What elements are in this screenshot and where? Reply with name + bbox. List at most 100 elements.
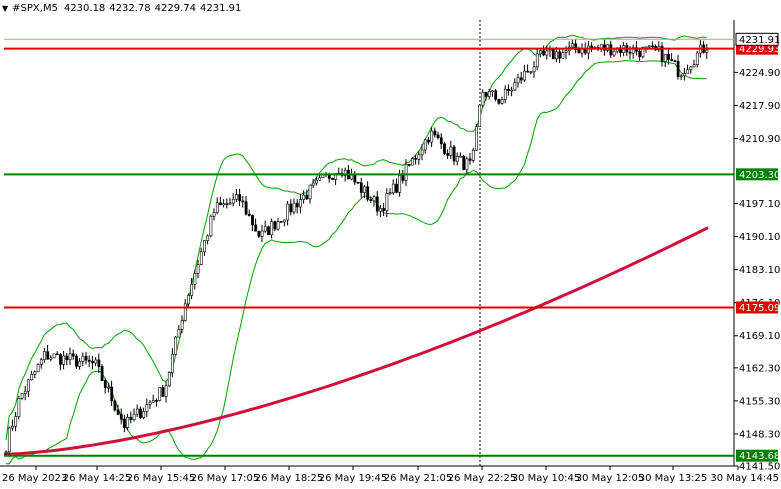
candle-body [238,194,242,202]
candle-body [571,43,574,48]
candle-body [62,355,66,365]
chart-header: ▼ #SPX,M5 4230.18 4232.78 4229.74 4231.91 [2,3,245,14]
candle-body [689,66,693,71]
candle-body [555,51,558,60]
candle-body [148,401,152,405]
candle-body [14,416,18,427]
time-tick-label: 26 May 18:25 [255,473,324,484]
level-price-box [736,449,778,462]
candle-body [580,48,584,54]
time-tick-label: 26 May 15:45 [127,473,196,484]
candle-body [468,158,472,161]
candle-body [267,226,270,235]
candle-body [548,49,552,52]
candle-body [564,50,568,53]
candle-body [302,194,306,200]
candle-body [481,92,485,106]
current-price-label: 4231.91 [739,35,780,46]
candle-body [52,353,56,359]
candle-body [91,361,94,364]
candle-body [27,379,30,392]
candle-body [43,351,46,360]
candle-body [366,186,370,200]
candle-body [535,53,539,68]
candle-body [401,175,405,181]
candle-body [407,164,411,166]
candle-body [641,46,645,57]
candle-body [356,181,360,184]
candle-body [126,416,130,428]
candle-body [705,49,709,53]
level-price-box [736,168,778,181]
candle-body [350,174,354,180]
candle-body [142,411,146,418]
candle-body [11,425,14,429]
candle-body [462,155,466,170]
price-tick-label: 4155.30 [739,396,780,407]
candle-body [17,398,21,417]
candle-body [113,400,117,411]
candle-body [215,202,219,213]
dropdown-triangle-icon[interactable]: ▼ [2,4,9,13]
candle-body [65,355,69,360]
candle-body [49,357,53,360]
candle-body [539,50,542,55]
candle-body [433,130,437,136]
candle-body [199,251,203,265]
candle-body [158,387,162,401]
candle-body [612,50,616,56]
candle-body [529,71,533,74]
candle-body [39,359,43,365]
time-tick-label: 30 May 12:05 [576,473,645,484]
candle-body [679,75,683,78]
candle-body [151,400,155,403]
candle-body [241,200,245,203]
candle-body [513,82,517,91]
candle-body [375,196,379,212]
candle-body [526,70,530,73]
candle-body [251,215,254,226]
candle-body [254,224,258,232]
candle-body [289,203,293,213]
price-tick-label: 4162.30 [739,363,780,374]
candle-body [491,90,494,93]
time-tick-label: 26 May 17:05 [191,473,260,484]
candle-body [606,44,610,51]
candle-body [247,213,251,216]
candle-body [631,47,635,54]
candle-body [276,221,280,230]
candle-body [59,354,62,365]
time-tick-label: 26 May 22:25 [448,473,517,484]
candle-body [164,385,168,397]
candle-body [286,203,290,221]
candle-body [55,353,59,356]
candle-body [135,408,139,415]
candle-body [603,44,606,51]
candle-body [190,284,194,296]
candle-body [187,295,190,305]
candle-body [75,355,78,367]
candle-body [503,88,507,100]
price-tick-label: 4197.10 [739,199,780,210]
candle-body [343,169,347,176]
candle-body [414,158,418,160]
candle-body [206,235,210,241]
candle-body [673,60,677,63]
candle-body [372,196,376,202]
candle-body [46,351,50,360]
candle-body [180,320,184,330]
candle-body [81,355,85,362]
candle-body [478,104,482,127]
bollinger-upper-band [5,34,707,441]
candle-body [507,88,510,91]
price-tick-label: 4224.90 [739,68,780,79]
candle-body [107,386,110,389]
candle-body [391,183,395,193]
candle-body [308,184,312,200]
candle-body [532,66,536,73]
candle-body [209,215,213,237]
candle-body [692,64,696,68]
candle-body [78,361,82,367]
candle-body [484,92,488,97]
